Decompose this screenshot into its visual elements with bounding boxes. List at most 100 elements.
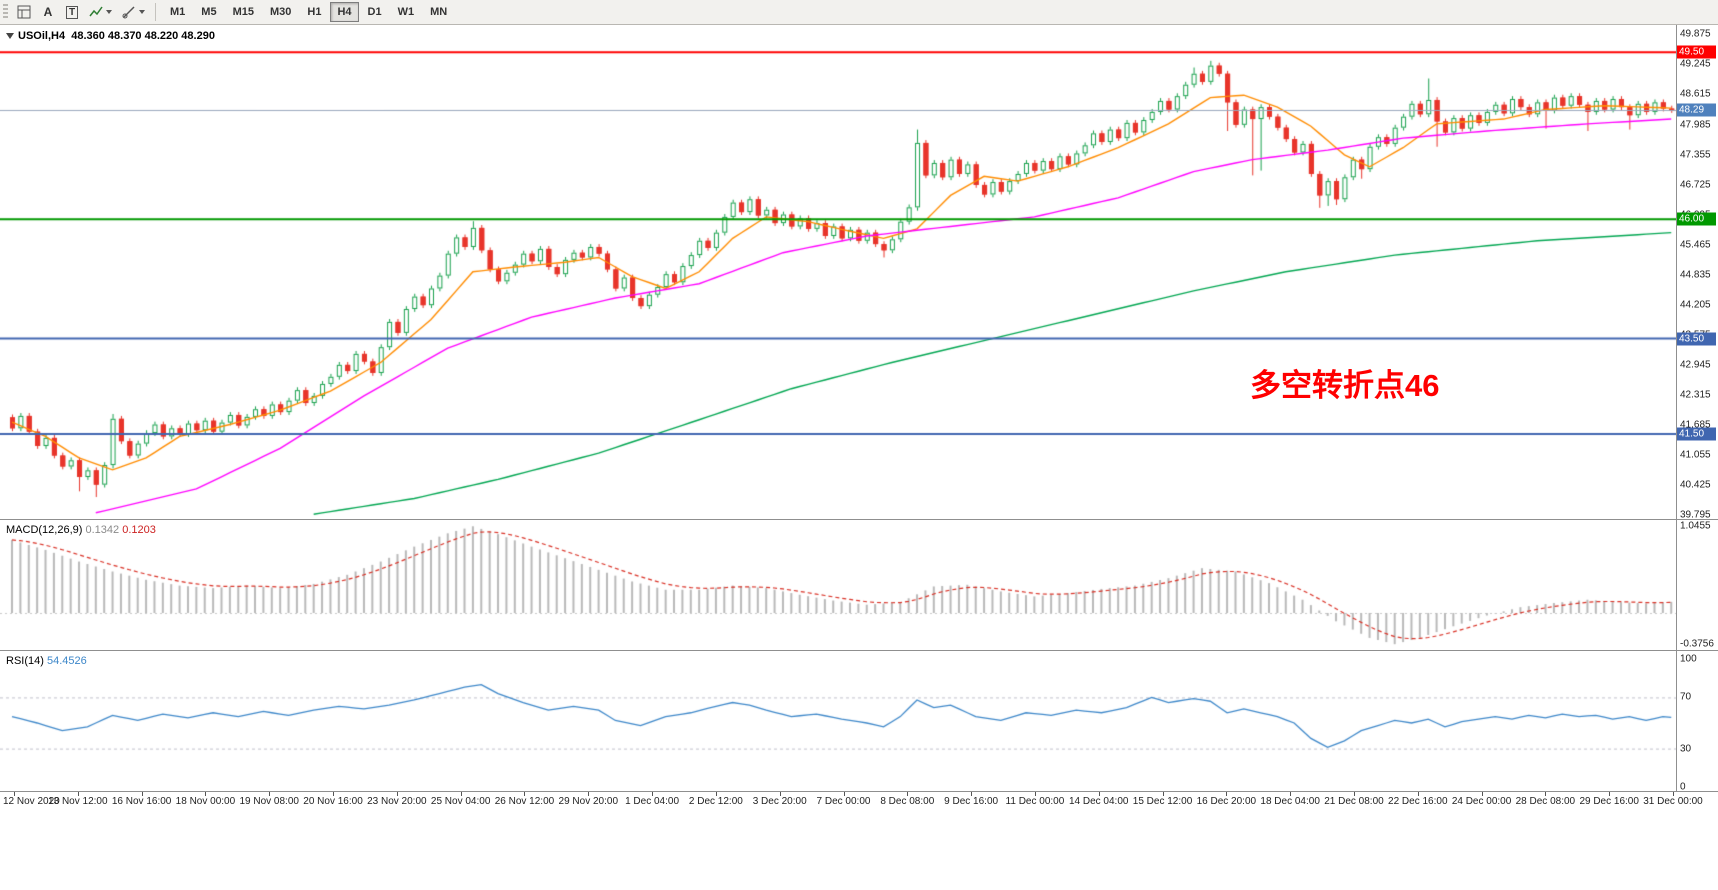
macd-main-value: 0.1342: [85, 524, 120, 536]
time-axis-label: 19 Nov 08:00: [239, 796, 299, 807]
price-axis-label: 39.795: [1680, 509, 1711, 521]
time-axis-tick: [1162, 792, 1164, 796]
symbol-period-label: USOil,H4: [18, 30, 66, 42]
time-axis-label: 21 Dec 08:00: [1324, 796, 1384, 807]
time-axis-label: 25 Nov 04:00: [430, 796, 491, 807]
price-axis-label: 47.985: [1680, 119, 1711, 131]
pane-separator[interactable]: [0, 650, 1718, 651]
rsi-axis-label: 0: [1680, 781, 1686, 793]
time-axis-label: 8 Dec 08:00: [880, 796, 935, 807]
price-level-marker: 46.00: [1677, 212, 1716, 226]
price-axis-label: 46.725: [1680, 179, 1711, 191]
price-chart-canvas[interactable]: [0, 26, 1676, 519]
price-level-marker: 41.50: [1677, 427, 1716, 441]
chevron-down-icon: [139, 10, 145, 14]
time-axis-label: 18 Dec 04:00: [1260, 796, 1320, 807]
price-axis-label: 48.615: [1680, 88, 1711, 100]
time-axis-tick: [1226, 792, 1228, 796]
time-axis-label: 13 Nov 12:00: [48, 796, 108, 807]
macd-indicator-canvas[interactable]: [0, 520, 1676, 650]
timeframe-M1-button[interactable]: M1: [163, 2, 192, 22]
drawing-tools-icon: [122, 6, 135, 19]
pane-separator[interactable]: [0, 519, 1718, 520]
collapse-triangle-icon[interactable]: [6, 33, 14, 39]
rsi-axis-label: 100: [1680, 653, 1697, 665]
time-axis-tick: [971, 792, 973, 796]
drawing-tools-button[interactable]: [118, 2, 149, 22]
cursor-tool-button[interactable]: A: [37, 2, 59, 22]
time-axis-label: 23 Nov 20:00: [367, 796, 427, 807]
time-axis-tick: [843, 792, 845, 796]
timeframe-M5-button[interactable]: M5: [194, 2, 223, 22]
time-axis-label: 16 Dec 20:00: [1196, 796, 1257, 807]
price-axis-label: 44.205: [1680, 299, 1711, 311]
time-axis-label: 15 Dec 12:00: [1132, 796, 1193, 807]
rsi-indicator-canvas[interactable]: [0, 651, 1676, 791]
time-axis-tick: [1290, 792, 1292, 796]
price-axis-label: 41.055: [1680, 449, 1711, 461]
timeframe-MN-button[interactable]: MN: [423, 2, 454, 22]
current-price-marker: 48.29: [1677, 103, 1716, 117]
time-axis-label: 29 Dec 16:00: [1579, 796, 1639, 807]
time-axis-label: 7 Dec 00:00: [816, 796, 871, 807]
time-axis-label: 31 Dec 00:00: [1643, 796, 1703, 807]
timeframe-M30-button[interactable]: M30: [263, 2, 298, 22]
rsi-name-label: RSI(14): [6, 655, 44, 667]
price-axis-label: 42.315: [1680, 389, 1711, 401]
time-axis-tick: [1098, 792, 1100, 796]
macd-axis-min-label: -0.3756: [1680, 638, 1714, 650]
chart-text-annotation[interactable]: 多空转折点46: [1250, 368, 1440, 403]
timeframe-H1-button[interactable]: H1: [300, 2, 328, 22]
time-axis-label: 18 Nov 00:00: [175, 796, 236, 807]
time-axis-tick: [907, 792, 909, 796]
price-level-marker: 49.50: [1677, 45, 1716, 59]
timeframe-M15-button[interactable]: M15: [226, 2, 261, 22]
time-axis-label: 14 Dec 04:00: [1068, 796, 1129, 807]
time-axis-label: 11 Dec 00:00: [1005, 796, 1065, 807]
time-axis-tick: [652, 792, 654, 796]
time-axis-tick: [141, 792, 143, 796]
toolbar-separator: [155, 3, 156, 21]
rsi-value: 54.4526: [46, 655, 87, 667]
price-axis-label: 44.835: [1680, 269, 1711, 281]
pane-separator: [0, 791, 1718, 792]
time-axis-tick: [1545, 792, 1547, 796]
cursor-a-icon: A: [43, 5, 53, 19]
time-axis-tick: [205, 792, 207, 796]
time-axis-tick: [1673, 792, 1674, 796]
time-axis-tick: [779, 792, 781, 796]
time-axis-tick: [1481, 792, 1483, 796]
time-axis-tick: [588, 792, 590, 796]
time-axis-label: 9 Dec 16:00: [944, 796, 999, 807]
time-axis-tick: [1417, 792, 1419, 796]
timeframe-D1-button[interactable]: D1: [361, 2, 389, 22]
text-tool-icon: T: [65, 5, 79, 19]
time-axis-tick: [460, 792, 462, 796]
timeframe-W1-button[interactable]: W1: [391, 2, 422, 22]
time-axis-tick: [715, 792, 717, 796]
price-axis-label: 41.685: [1680, 419, 1711, 431]
charts-grid-button[interactable]: [13, 2, 35, 22]
toolbar: A T M1 M5 M15 M30 H1 H4 D1 W1 MN: [0, 0, 1718, 25]
macd-name-label: MACD(12,26,9): [6, 524, 83, 536]
price-axis-label: 42.945: [1680, 359, 1711, 371]
chart-symbol-header: USOil,H4 48.360 48.370 48.220 48.290: [6, 30, 215, 42]
price-axis-label: 49.245: [1680, 58, 1711, 70]
time-axis-label: 28 Dec 08:00: [1515, 796, 1576, 807]
chevron-down-icon: [106, 10, 112, 14]
time-axis-label: 16 Nov 16:00: [111, 796, 172, 807]
toolbar-grip-icon[interactable]: [3, 4, 8, 20]
macd-header: MACD(12,26,9) 0.1342 0.1203: [6, 524, 156, 536]
time-axis-label: 20 Nov 16:00: [303, 796, 363, 807]
time-axis-label: 3 Dec 20:00: [752, 796, 807, 807]
time-axis-tick: [1353, 792, 1355, 796]
timeframe-H4-button[interactable]: H4: [330, 2, 359, 22]
macd-axis-max-label: 1.0455: [1680, 520, 1711, 532]
indicators-menu-button[interactable]: [85, 2, 116, 22]
indicators-icon: [89, 6, 103, 17]
time-axis-tick: [333, 792, 335, 796]
ohlc-values: 48.360 48.370 48.220 48.290: [71, 30, 215, 42]
time-axis-tick: [396, 792, 398, 796]
time-axis-label: 1 Dec 04:00: [625, 796, 680, 807]
text-tool-button[interactable]: T: [61, 2, 83, 22]
